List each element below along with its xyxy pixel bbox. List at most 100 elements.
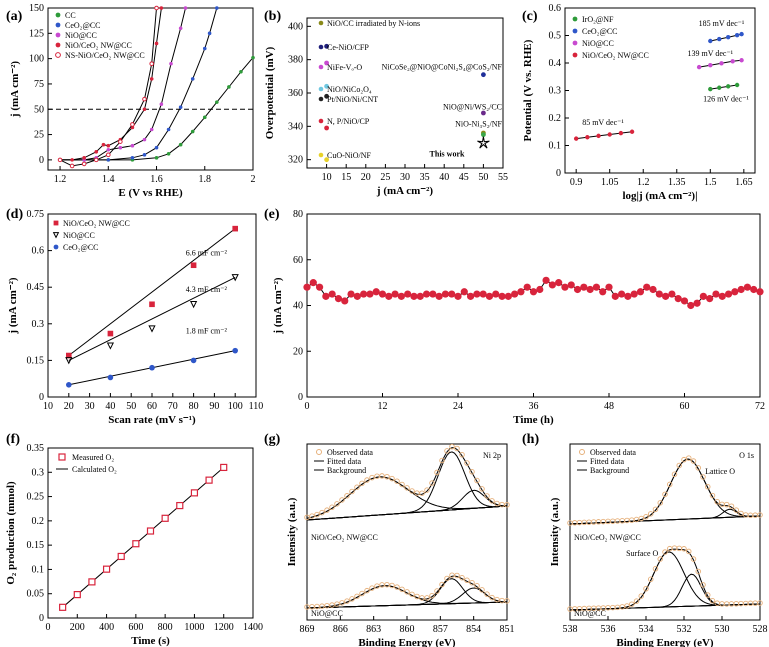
background-line — [306, 505, 508, 521]
legend-entry: NiO@CC — [582, 39, 614, 48]
data-point — [149, 301, 155, 308]
data-point — [202, 115, 207, 120]
data-point — [696, 64, 702, 70]
data-point — [130, 156, 135, 160]
data-point — [142, 137, 147, 142]
x-tick-label: 1.8 — [199, 174, 212, 185]
data-point — [717, 85, 722, 90]
observed-point — [709, 492, 716, 499]
data-point — [360, 290, 368, 298]
panel-c-label: (c) — [522, 9, 538, 24]
legend: Measured O₂ Calculated O₂ — [56, 453, 117, 474]
observed-point — [374, 583, 380, 589]
fit-line — [68, 276, 236, 361]
data-point — [737, 285, 745, 294]
data-point — [105, 152, 111, 158]
panel-a-axes: 1.2 1.4 1.6 1.8 2 0 25 50 75 100 125 150 E (V vs RHE… — [9, 3, 256, 199]
x-tick-label: 10 — [322, 172, 332, 183]
core-level-label: Ni 2p — [483, 451, 501, 460]
data-point — [53, 220, 59, 226]
data-point — [643, 283, 651, 291]
observed-point — [429, 592, 435, 599]
data-point — [473, 290, 481, 298]
x-tick-label: 1.05 — [601, 177, 619, 188]
observed-point — [389, 582, 395, 589]
y-tick-label: 0 — [556, 168, 561, 179]
data-point — [739, 31, 744, 37]
observed-point — [444, 448, 450, 454]
x-tick-label: 20 — [64, 401, 74, 412]
observed-point — [434, 469, 440, 476]
data-point — [318, 44, 324, 50]
y-tick-label: 50 — [34, 104, 44, 115]
panel-a-frame — [47, 7, 254, 171]
x-tick-label: 24 — [453, 401, 463, 412]
x-tick-label: 857 — [433, 624, 448, 635]
data-point — [347, 290, 355, 298]
annotation: NiO@Ni/WS₂/CC — [443, 103, 502, 112]
observed-point — [671, 471, 678, 478]
y-tick-label: 125 — [29, 28, 44, 39]
y-tick-label: 0.2 — [549, 113, 562, 124]
series-line — [59, 7, 157, 167]
observed-point — [752, 600, 759, 606]
x-tick-label: 40 — [105, 401, 115, 412]
observed-point — [354, 593, 360, 600]
legend-entry: Background — [327, 466, 366, 475]
observed-point — [489, 498, 495, 504]
y-tick-label: 0.1 — [32, 564, 45, 575]
x-tick-label: 1200 — [214, 622, 234, 633]
observed-point — [459, 452, 465, 458]
legend-entry: Calculated O₂ — [72, 465, 117, 474]
panel-f-label: (f) — [6, 432, 20, 447]
x-tick-label: 100 — [228, 401, 243, 412]
x-tick-label: 851 — [500, 624, 515, 635]
x-tick-label: 1.35 — [668, 177, 686, 188]
data-point — [315, 283, 324, 291]
data-point — [636, 288, 645, 296]
y-tick-label: 0.35 — [27, 443, 45, 454]
data-point — [154, 41, 159, 46]
observed-point — [676, 545, 683, 552]
observed-point — [469, 579, 475, 586]
y-tick-label: 320 — [288, 155, 303, 166]
observed-point — [695, 465, 702, 471]
data-point — [391, 290, 399, 298]
observed-point — [595, 519, 602, 525]
observed-point — [662, 549, 668, 555]
y-tick-label: 0.2 — [32, 516, 45, 527]
data-point — [605, 283, 613, 291]
data-point — [655, 290, 663, 298]
x-tick-label: 72 — [755, 401, 765, 412]
data-point — [592, 283, 601, 291]
data-point — [324, 83, 329, 89]
x-tick-label: 20 — [361, 172, 371, 183]
sample-label: NiO/CeO₂ NW@CC — [311, 533, 378, 542]
y-tick-label: 0.3 — [549, 86, 562, 97]
observed-point — [733, 507, 740, 513]
panel-h-frame — [569, 443, 761, 621]
x-axis-label: E (V vs RHE) — [118, 187, 183, 199]
legend: NiO/CC irradiated by N-ions Ce-NiO/CFP NiF… — [318, 19, 420, 160]
data-point — [422, 290, 431, 298]
x-tick-label: 36 — [529, 401, 539, 412]
data-point — [718, 292, 726, 300]
sample-label: NiO@CC — [574, 609, 606, 618]
data-point — [176, 501, 184, 510]
observed-point — [404, 589, 410, 595]
observed-point — [586, 519, 592, 525]
observed-point — [643, 514, 649, 520]
data-point — [178, 105, 183, 110]
y-tick-label: 150 — [29, 3, 44, 14]
data-point — [734, 82, 740, 88]
observed-point — [389, 475, 395, 482]
x-tick-label: 1.65 — [735, 177, 753, 188]
data-point — [232, 225, 238, 232]
data-point — [166, 152, 171, 156]
observed-point — [439, 581, 445, 588]
observed-point — [434, 588, 440, 594]
y-axis-label: Potential (V vs. RHE) — [522, 39, 534, 141]
observed-point — [424, 487, 430, 493]
data-point — [649, 285, 657, 294]
observed-point — [344, 598, 350, 604]
